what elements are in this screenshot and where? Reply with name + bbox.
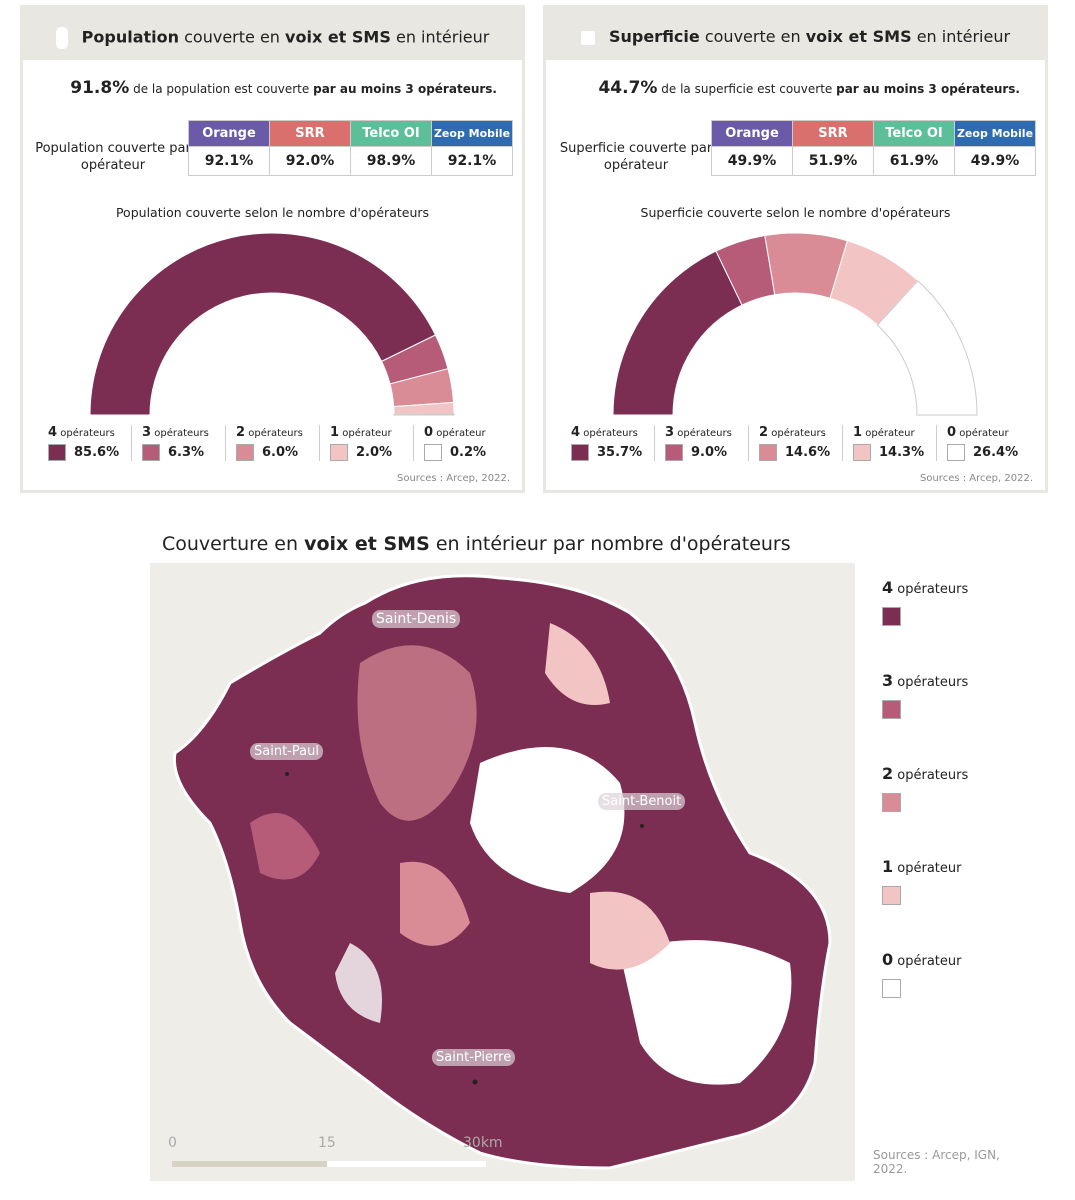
coverage-map[interactable]: Saint-Denis Saint-Paul Saint-Benoit Sain… [150, 563, 855, 1181]
legend-swatch [759, 444, 777, 461]
legend-swatch [236, 444, 254, 461]
legend-swatch [424, 444, 442, 461]
legend-item: 3 opérateurs 9.0% [654, 425, 748, 461]
half-donut-chart [612, 232, 978, 416]
legend-item: 4 opérateurs 85.6% [48, 425, 120, 461]
map-legend-item: 3 opérateurs [882, 671, 968, 764]
operator-header: Orange [711, 120, 793, 147]
chart-legend: 4 opérateurs 35.7% 3 opérateurs 9.0% 2 opéra… [561, 425, 1030, 461]
map-legend-item: 4 opérateurs [882, 578, 968, 671]
map-legend: 4 opérateurs 3 opérateurs 2 opérateurs 1 op… [882, 578, 968, 1043]
lead-text: 91.8% de la population est couverte par … [70, 78, 497, 98]
city-label: Saint-Pierre [432, 1049, 516, 1066]
source: Sources : Arcep, 2022. [397, 473, 510, 484]
scale-bar [172, 1161, 486, 1167]
map-legend-item: 0 opérateur [882, 950, 968, 1043]
row-label: Population couverte par opérateur [35, 141, 191, 173]
chart-legend: 4 opérateurs 85.6% 3 opérateurs 6.3% 2 opéra… [38, 425, 507, 461]
operator-value: 49.9% [954, 146, 1036, 176]
legend-swatch [882, 886, 901, 905]
scale-label: 15 [318, 1135, 336, 1151]
map-legend-item: 1 opérateur [882, 857, 968, 950]
operator-value: 92.1% [431, 146, 513, 176]
scale-label: 0 [168, 1135, 177, 1151]
card-title: Population couverte en voix et SMS en in… [20, 27, 525, 49]
donut-segment-0 [876, 280, 978, 416]
legend-swatch [947, 444, 965, 461]
scale-label: 30km [463, 1135, 503, 1151]
source: Sources : Arcep, 2022. [920, 473, 1033, 484]
lead-text: 44.7% de la superficie est couverte par … [598, 78, 1020, 98]
map-legend-item: 2 opérateurs [882, 764, 968, 857]
city-label: Saint-Paul [250, 743, 323, 760]
city-label: Saint-Denis [372, 610, 461, 628]
operator-header: Orange [188, 120, 270, 147]
operator-table: Orange SRR Telco OI Zeop Mobile 92.1% 92.0% 98… [188, 120, 513, 176]
operator-table: Orange SRR Telco OI Zeop Mobile 49.9% 51.9% 61… [711, 120, 1036, 176]
operator-header: Zeop Mobile [954, 120, 1036, 147]
city-label: Saint-Benoit [598, 793, 686, 810]
row-label: Superficie couverte par opérateur [559, 141, 713, 173]
operator-value: 51.9% [792, 146, 874, 176]
legend-item: 4 opérateurs 35.7% [571, 425, 643, 461]
legend-swatch [665, 444, 683, 461]
operator-value: 92.1% [188, 146, 270, 176]
donut-segment-0 [393, 413, 455, 416]
legend-swatch [853, 444, 871, 461]
legend-item: 2 opérateurs 14.6% [748, 425, 842, 461]
operator-value: 92.0% [269, 146, 351, 176]
population-card: Population couverte en voix et SMS en in… [20, 5, 525, 493]
legend-item: 2 opérateurs 6.0% [225, 425, 319, 461]
chart-subtitle: Population couverte selon le nombre d'op… [115, 205, 430, 220]
legend-swatch [48, 444, 66, 461]
donut-segment-4 [612, 250, 743, 416]
legend-item: 3 opérateurs 6.3% [131, 425, 225, 461]
operator-header: Zeop Mobile [431, 120, 513, 147]
legend-item: 1 opérateur 14.3% [842, 425, 936, 461]
legend-swatch [882, 700, 901, 719]
legend-item: 0 opérateur 26.4% [936, 425, 1030, 461]
legend-item: 0 opérateur 0.2% [413, 425, 507, 461]
map-title: Couverture en voix et SMS en intérieur p… [162, 533, 791, 555]
operator-value: 49.9% [711, 146, 793, 176]
area-icon [580, 30, 595, 45]
map-source: Sources : Arcep, IGN, 2022. [873, 1148, 1000, 1176]
legend-swatch [142, 444, 160, 461]
chart-subtitle: Superficie couverte selon le nombre d'op… [640, 205, 951, 220]
superficie-card: Superficie couverte en voix et SMS en in… [543, 5, 1048, 493]
operator-header: SRR [792, 120, 874, 147]
operator-header: Telco OI [350, 120, 432, 147]
legend-swatch [571, 444, 589, 461]
legend-swatch [882, 607, 901, 626]
operator-header: Telco OI [873, 120, 955, 147]
legend-swatch [882, 979, 901, 998]
operator-header: SRR [269, 120, 351, 147]
operator-value: 61.9% [873, 146, 955, 176]
legend-item: 1 opérateur 2.0% [319, 425, 413, 461]
operator-value: 98.9% [350, 146, 432, 176]
half-donut-chart [89, 232, 455, 416]
legend-swatch [882, 793, 901, 812]
donut-segment-4 [89, 232, 437, 416]
card-title: Superficie couverte en voix et SMS en in… [543, 27, 1048, 46]
person-icon [55, 27, 68, 49]
legend-swatch [330, 444, 348, 461]
